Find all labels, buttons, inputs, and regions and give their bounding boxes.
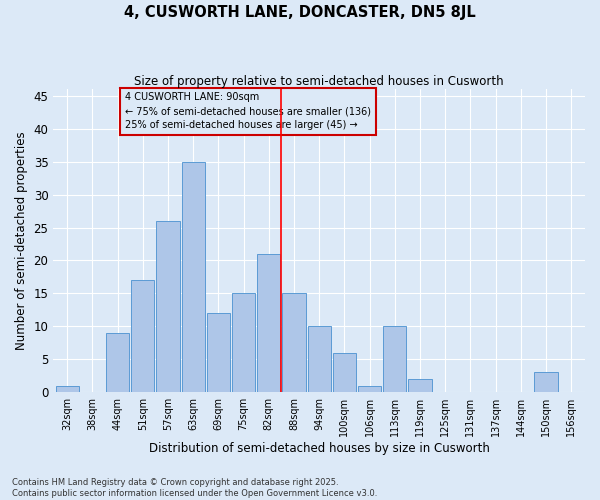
Bar: [56, 386, 79, 392]
Bar: [383, 326, 406, 392]
Y-axis label: Number of semi-detached properties: Number of semi-detached properties: [15, 132, 28, 350]
Bar: [535, 372, 557, 392]
Bar: [131, 280, 154, 392]
Bar: [333, 352, 356, 392]
Bar: [257, 254, 280, 392]
Bar: [283, 294, 305, 392]
Bar: [409, 379, 431, 392]
Bar: [157, 221, 179, 392]
Bar: [308, 326, 331, 392]
Bar: [232, 294, 255, 392]
Bar: [207, 313, 230, 392]
Text: Contains HM Land Registry data © Crown copyright and database right 2025.
Contai: Contains HM Land Registry data © Crown c…: [12, 478, 377, 498]
Text: 4 CUSWORTH LANE: 90sqm
← 75% of semi-detached houses are smaller (136)
25% of se: 4 CUSWORTH LANE: 90sqm ← 75% of semi-det…: [125, 92, 371, 130]
Bar: [106, 333, 129, 392]
Bar: [182, 162, 205, 392]
X-axis label: Distribution of semi-detached houses by size in Cusworth: Distribution of semi-detached houses by …: [149, 442, 490, 455]
Title: Size of property relative to semi-detached houses in Cusworth: Size of property relative to semi-detach…: [134, 75, 504, 88]
Text: 4, CUSWORTH LANE, DONCASTER, DN5 8JL: 4, CUSWORTH LANE, DONCASTER, DN5 8JL: [124, 5, 476, 20]
Bar: [358, 386, 381, 392]
